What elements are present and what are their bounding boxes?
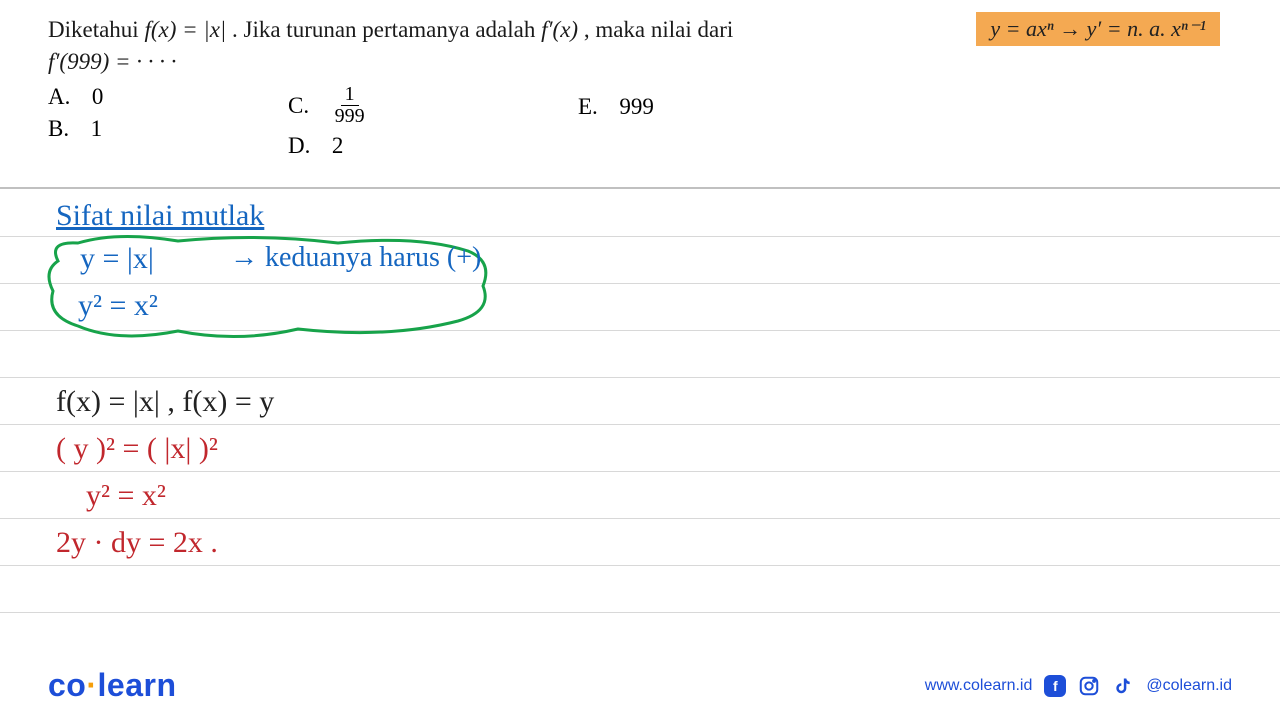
question-block: Diketahui f(x) = |x| . Jika turunan pert… [0,0,1280,169]
answer-options: A. 0 B. 1 C. 1 999 D. 2 E. 999 [48,84,1232,159]
q-mid: . Jika turunan pertamanya adalah [232,17,541,42]
hw-title: Sifat nilai mutlak [56,201,264,231]
option-c-den: 999 [331,106,369,127]
brand-logo: co·learn [48,667,176,704]
footer-handle[interactable]: @colearn.id [1146,677,1232,695]
ruled-line [0,471,1280,472]
divider-top [0,187,1280,189]
question-line-2: f′(999) = · · · · [48,46,1232,78]
hw-y2-x2: y² = x² [78,291,158,321]
facebook-icon[interactable]: f [1044,675,1066,697]
option-a: A. 0 [48,84,288,110]
hw-square-both: ( y )² = ( |x| )² [56,434,218,464]
q-fx: f(x) = |x| [144,17,226,42]
instagram-icon[interactable] [1078,675,1100,697]
ruled-line [0,565,1280,566]
footer-url[interactable]: www.colearn.id [925,677,1033,695]
option-c-num: 1 [341,84,359,106]
logo-co: co [48,667,86,703]
option-b: B. 1 [48,116,288,142]
logo-learn: learn [98,667,177,703]
option-d-value: 2 [332,133,344,159]
hw-note-positive: → keduanya harus (+) [230,244,481,272]
hw-fx-def: f(x) = |x| , f(x) = y [56,387,274,417]
hw-diff: 2y · dy = 2x . [56,528,218,558]
ruled-line [0,424,1280,425]
ruled-line [0,377,1280,378]
option-a-value: 0 [92,84,104,110]
q-suffix: , maka nilai dari [584,17,733,42]
option-e-value: 999 [619,94,654,120]
option-b-value: 1 [91,116,103,142]
ruled-line [0,612,1280,613]
footer-right: www.colearn.id f @colearn.id [925,675,1232,697]
option-e: E. 999 [578,94,778,120]
hw-y-absx: y = |x| [80,244,154,274]
logo-dot-icon: · [86,667,97,703]
footer: co·learn www.colearn.id f @colearn.id [0,667,1280,704]
option-c: C. 1 999 [288,84,578,127]
q-prefix: Diketahui [48,17,144,42]
power-rule-formula: y = axⁿ → y′ = n. a. xⁿ⁻¹ [976,12,1220,46]
tiktok-icon[interactable] [1112,675,1134,697]
option-d: D. 2 [288,133,578,159]
ruled-line [0,518,1280,519]
hw-y2x2-red: y² = x² [86,481,166,511]
option-c-fraction: 1 999 [331,84,369,127]
q-fprime: f′(x) [541,17,578,42]
